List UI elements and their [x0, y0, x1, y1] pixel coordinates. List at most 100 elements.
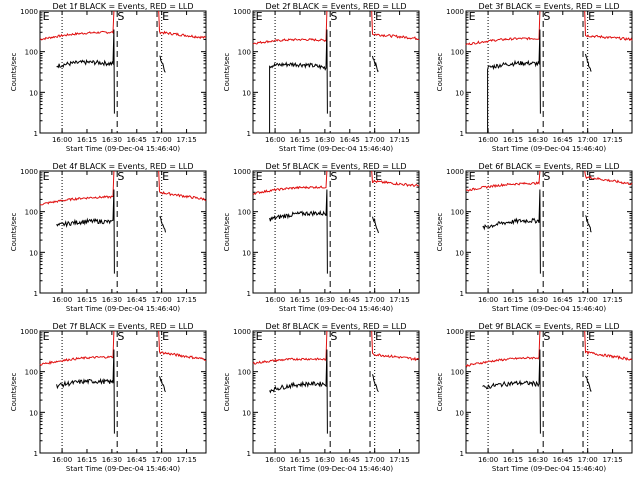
x-tick-label: 17:15 [176, 456, 196, 464]
segment-marker: E [162, 330, 169, 343]
y-tick-label: 1000 [233, 8, 251, 16]
plot-frame [465, 170, 633, 294]
y-tick-label: 1 [247, 450, 251, 458]
lld-series-line [158, 10, 207, 40]
x-tick-label: 16:45 [553, 296, 573, 304]
plot-frame [252, 10, 420, 134]
x-tick-label: 17:00 [365, 136, 385, 144]
x-tick-label: 16:30 [315, 296, 335, 304]
x-axis-label: Start Time (09-Dec-04 15:46:40) [492, 465, 606, 473]
y-tick-label: 10 [29, 89, 38, 97]
segment-marker: S [117, 170, 124, 183]
y-axis-label: Counts/sec [10, 213, 18, 252]
events-series-line [372, 55, 379, 73]
segment-marker: S [330, 330, 337, 343]
y-tick-label: 1000 [20, 168, 38, 176]
events-series-line [585, 215, 592, 233]
x-tick-label: 16:30 [102, 296, 122, 304]
plot-frame [465, 330, 633, 454]
y-tick-label: 10 [455, 89, 464, 97]
y-axis-label: Counts/sec [436, 213, 444, 252]
panel-9: Det 9f BLACK = Events, RED = LLD 1 10 100 10… [436, 322, 633, 473]
lld-series-line [584, 170, 633, 186]
x-tick-label: 16:45 [127, 456, 147, 464]
panel-title: Det 9f BLACK = Events, RED = LLD [478, 322, 619, 331]
events-series-line [372, 374, 379, 393]
y-tick-label: 100 [238, 49, 251, 57]
lld-series-line [371, 10, 420, 41]
panel-7: Det 7f BLACK = Events, RED = LLD 1 10 100 10… [10, 322, 207, 473]
lld-series-line [465, 170, 541, 192]
plot-frame [252, 170, 420, 294]
x-tick-label: 16:15 [290, 296, 310, 304]
x-tick-label: 17:00 [365, 296, 385, 304]
lld-series-line [158, 170, 207, 202]
plot-frame [39, 10, 207, 134]
x-axis-label: Start Time (09-Dec-04 15:46:40) [66, 145, 180, 153]
segment-marker: E [469, 330, 476, 343]
panel-title: Det 2f BLACK = Events, RED = LLD [265, 2, 406, 11]
events-series-line [585, 53, 592, 72]
x-tick-label: 16:15 [77, 136, 97, 144]
x-tick-label: 17:00 [152, 296, 172, 304]
x-tick-label: 16:45 [127, 136, 147, 144]
x-tick-label: 16:30 [528, 456, 548, 464]
x-tick-label: 16:45 [340, 136, 360, 144]
segment-marker: E [469, 10, 476, 23]
lld-series-line [39, 10, 115, 41]
lld-series-line [465, 10, 541, 46]
y-tick-label: 100 [451, 209, 464, 217]
plot-frame [39, 170, 207, 294]
y-tick-label: 100 [25, 209, 38, 217]
x-tick-label: 17:00 [578, 136, 598, 144]
segment-marker: E [588, 330, 595, 343]
x-tick-label: 16:00 [478, 456, 498, 464]
y-tick-label: 100 [25, 369, 38, 377]
y-axis-label: Counts/sec [223, 373, 231, 412]
x-axis-label: Start Time (09-Dec-04 15:46:40) [66, 305, 180, 313]
plot-frame [465, 10, 633, 134]
y-tick-label: 1 [34, 290, 38, 298]
events-series-line [269, 29, 328, 133]
events-series-line [269, 349, 328, 434]
x-tick-label: 16:45 [127, 296, 147, 304]
x-tick-label: 16:00 [265, 456, 285, 464]
segment-marker: S [117, 330, 124, 343]
y-axis-label: Counts/sec [223, 53, 231, 92]
y-tick-label: 10 [29, 249, 38, 257]
segment-marker: S [330, 170, 337, 183]
lld-series-line [584, 10, 633, 41]
panel-8: Det 8f BLACK = Events, RED = LLD 1 10 100 10… [223, 322, 420, 473]
panel-4: Det 4f BLACK = Events, RED = LLD 1 10 100 10… [10, 162, 207, 313]
lld-series-line [252, 170, 328, 195]
panel-title: Det 6f BLACK = Events, RED = LLD [478, 162, 619, 171]
panel-title: Det 3f BLACK = Events, RED = LLD [478, 2, 619, 11]
y-tick-label: 100 [451, 49, 464, 57]
x-tick-label: 16:45 [553, 136, 573, 144]
lld-series-line [252, 10, 328, 45]
events-series-line [56, 29, 115, 114]
events-series-line [487, 29, 541, 133]
x-axis-label: Start Time (09-Dec-04 15:46:40) [279, 145, 393, 153]
panel-3: Det 3f BLACK = Events, RED = LLD 1 10 100 10… [436, 2, 633, 153]
segment-marker: E [588, 10, 595, 23]
x-tick-label: 16:00 [52, 456, 72, 464]
panel-1: Det 1f BLACK = Events, RED = LLD 1 10 100 10… [10, 2, 207, 153]
events-series-line [585, 375, 592, 392]
x-tick-label: 16:45 [340, 456, 360, 464]
segment-marker: S [117, 10, 124, 23]
segment-marker: S [543, 10, 550, 23]
y-tick-label: 10 [242, 409, 251, 417]
y-tick-label: 1000 [233, 168, 251, 176]
y-axis-label: Counts/sec [223, 213, 231, 252]
x-tick-label: 17:15 [176, 136, 196, 144]
x-tick-label: 16:15 [503, 456, 523, 464]
x-tick-label: 16:15 [77, 456, 97, 464]
x-axis-label: Start Time (09-Dec-04 15:46:40) [279, 465, 393, 473]
panel-6: Det 6f BLACK = Events, RED = LLD 1 10 100 10… [436, 162, 633, 313]
segment-marker: E [162, 10, 169, 23]
y-tick-label: 1000 [233, 328, 251, 336]
x-tick-label: 16:15 [290, 136, 310, 144]
y-tick-label: 1000 [446, 328, 464, 336]
